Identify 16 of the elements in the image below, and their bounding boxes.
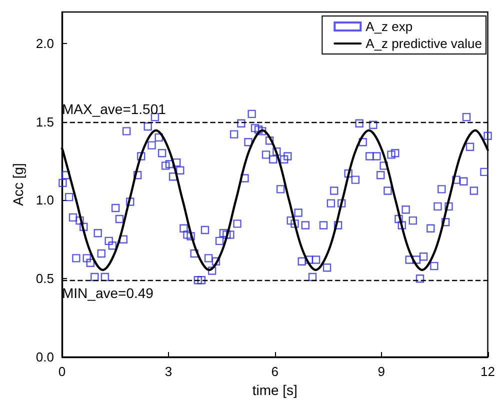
legend-label: A_z exp xyxy=(366,19,413,34)
y-tick-label: 2.0 xyxy=(36,36,54,51)
ref-line-label: MAX_ave=1.501 xyxy=(62,100,166,117)
y-tick-label: 1.5 xyxy=(36,114,54,130)
x-axis-title: time [s] xyxy=(252,382,298,398)
legend-label: A_z predictive value xyxy=(366,36,482,51)
y-tick-label: 1.0 xyxy=(36,192,54,208)
x-tick-label: 0 xyxy=(58,364,66,379)
x-tick-label: 12 xyxy=(480,364,496,379)
y-tick-label: 0.5 xyxy=(36,271,54,286)
y-tick-label: 0.0 xyxy=(36,350,54,364)
ref-line-label: MIN_ave=0.49 xyxy=(62,285,154,302)
x-tick-label: 3 xyxy=(164,364,172,379)
y-axis-title: Acc [g] xyxy=(10,163,26,206)
x-tick-label: 6 xyxy=(271,364,278,379)
x-tick-label: 9 xyxy=(378,364,385,379)
